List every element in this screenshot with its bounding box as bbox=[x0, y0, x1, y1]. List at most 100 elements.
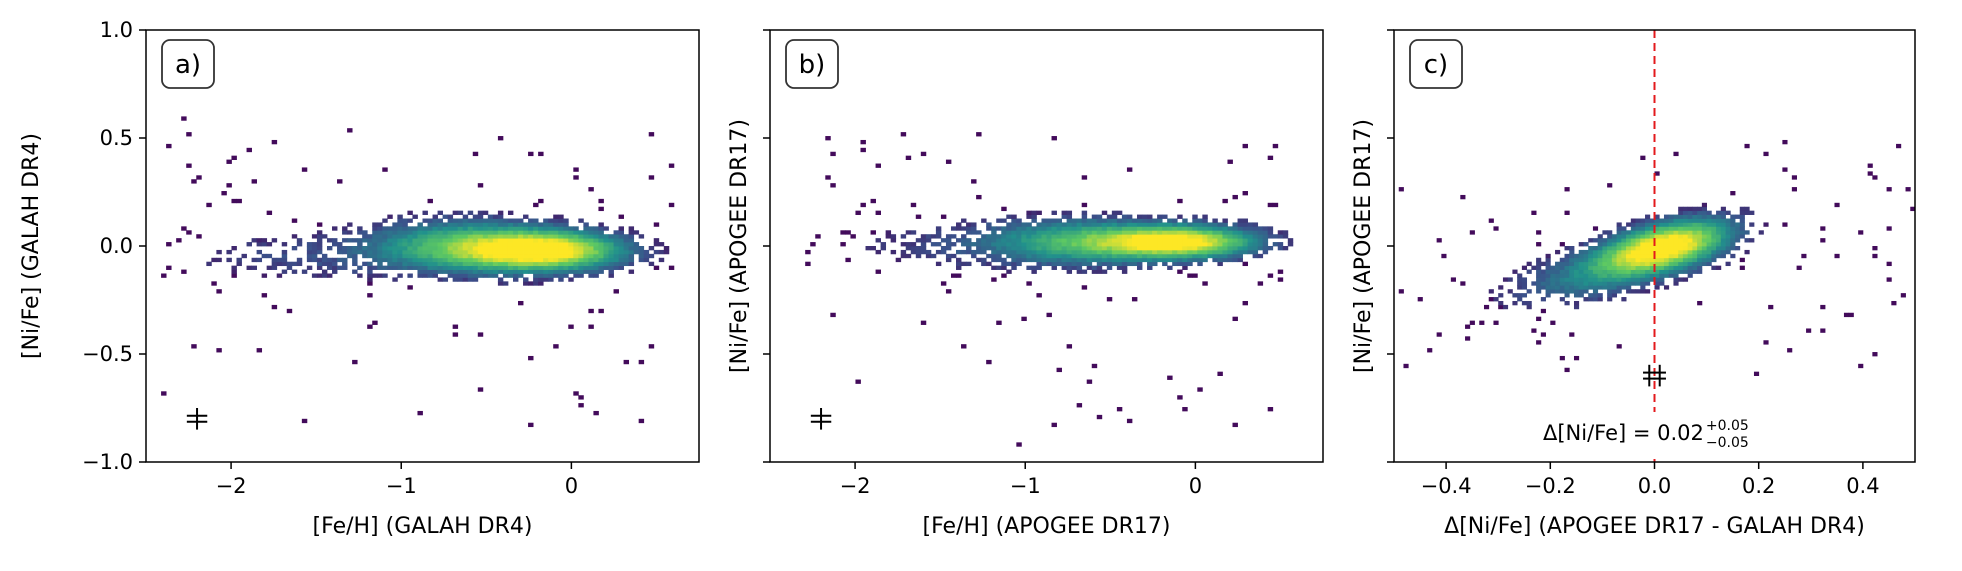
heatmap-cell bbox=[1111, 253, 1118, 259]
heatmap-cell bbox=[472, 273, 479, 278]
heatmap-cell bbox=[1111, 242, 1118, 247]
heatmap-cell bbox=[1192, 238, 1198, 243]
heatmap-cell bbox=[543, 257, 549, 263]
heatmap-cell bbox=[553, 230, 559, 235]
heatmap-cell bbox=[1621, 269, 1627, 274]
heatmap-cell bbox=[1611, 277, 1618, 282]
heatmap-cell bbox=[1450, 277, 1456, 282]
heatmap-cell bbox=[1559, 285, 1565, 290]
heatmap-cell bbox=[538, 234, 544, 239]
heatmap-cell bbox=[1611, 249, 1618, 255]
heatmap-cell bbox=[598, 257, 604, 263]
heatmap-cell bbox=[432, 226, 438, 231]
heatmap-cell bbox=[1621, 242, 1627, 247]
heatmap-cell bbox=[648, 132, 655, 137]
heatmap-cell bbox=[1001, 234, 1007, 239]
heatmap-cell bbox=[1091, 230, 1098, 235]
heatmap-cell bbox=[1682, 261, 1689, 267]
heatmap-cell bbox=[457, 218, 464, 223]
heatmap-cell bbox=[462, 226, 469, 231]
heatmap-cell bbox=[1071, 246, 1078, 251]
heatmap-cell bbox=[1493, 226, 1499, 231]
heatmap-cell bbox=[467, 246, 474, 251]
heatmap-cell bbox=[1706, 238, 1712, 243]
heatmap-cell bbox=[1588, 246, 1594, 251]
heatmap-cell bbox=[1076, 249, 1083, 255]
heatmap-cell bbox=[337, 257, 343, 263]
heatmap-cell bbox=[568, 257, 574, 263]
heatmap-cell bbox=[1232, 242, 1238, 247]
heatmap-cell bbox=[563, 257, 569, 263]
heatmap-cell bbox=[432, 230, 438, 235]
heatmap-cell bbox=[1076, 265, 1083, 270]
heatmap-cell bbox=[1716, 238, 1722, 243]
heatmap-cell bbox=[870, 246, 876, 251]
heatmap-cell bbox=[1096, 253, 1103, 259]
heatmap-cell bbox=[583, 226, 589, 231]
heatmap-cell bbox=[337, 179, 343, 184]
heatmap-cell bbox=[548, 230, 554, 235]
heatmap-cell bbox=[1630, 238, 1636, 243]
heatmap-cell bbox=[1046, 226, 1052, 231]
heatmap-cell bbox=[548, 253, 554, 259]
heatmap-cell bbox=[1086, 261, 1093, 267]
heatmap-cell bbox=[1026, 265, 1032, 270]
heatmap-cell bbox=[1791, 175, 1797, 180]
heatmap-cell bbox=[1061, 246, 1068, 251]
heatmap-cell bbox=[1697, 222, 1703, 227]
heatmap-cell bbox=[568, 277, 574, 282]
heatmap-cell bbox=[1720, 230, 1726, 235]
heatmap-cell bbox=[251, 257, 257, 263]
heatmap-cell bbox=[392, 222, 398, 227]
heatmap-cell bbox=[1578, 273, 1584, 278]
heatmap-cell bbox=[1252, 222, 1259, 227]
heatmap-cell bbox=[392, 249, 398, 255]
heatmap-cell bbox=[1725, 218, 1731, 223]
heatmap-cell bbox=[523, 249, 529, 255]
heatmap-cell bbox=[1061, 238, 1068, 243]
heatmap-cell bbox=[352, 246, 358, 251]
panel-label: b) bbox=[799, 50, 826, 80]
heatmap-cell bbox=[1687, 257, 1693, 263]
heatmap-cell bbox=[588, 249, 594, 255]
heatmap-cell bbox=[578, 269, 584, 274]
heatmap-cell bbox=[628, 253, 635, 259]
heatmap-cell bbox=[447, 238, 454, 243]
heatmap-cell bbox=[598, 206, 604, 212]
heatmap-cell bbox=[1111, 238, 1118, 243]
heatmap-cell bbox=[855, 379, 861, 384]
heatmap-cell bbox=[1872, 175, 1878, 180]
heatmap-cell bbox=[316, 261, 323, 267]
heatmap-cell bbox=[956, 226, 962, 231]
heatmap-cell bbox=[1202, 218, 1208, 223]
heatmap-cell bbox=[417, 234, 423, 239]
heatmap-cell bbox=[1172, 253, 1178, 259]
heatmap-cell bbox=[502, 238, 509, 243]
heatmap-cell bbox=[1222, 253, 1228, 259]
heatmap-cell bbox=[1257, 253, 1264, 259]
heatmap-cell bbox=[1517, 297, 1523, 302]
heatmap-cell bbox=[507, 222, 514, 227]
heatmap-cell bbox=[573, 265, 579, 270]
heatmap-cell bbox=[553, 257, 559, 263]
heatmap-cell bbox=[583, 242, 589, 247]
heatmap-cell bbox=[935, 249, 942, 255]
heatmap-cell bbox=[1739, 226, 1745, 231]
heatmap-cell bbox=[432, 249, 438, 255]
heatmap-cell bbox=[472, 218, 479, 223]
heatmap-cell bbox=[996, 253, 1002, 259]
heatmap-cell bbox=[1277, 269, 1284, 274]
heatmap-cell bbox=[845, 257, 851, 263]
heatmap-cell bbox=[1744, 210, 1750, 215]
heatmap-cell bbox=[1051, 249, 1057, 255]
heatmap-cell bbox=[523, 242, 529, 247]
heatmap-cell bbox=[1227, 257, 1233, 263]
heatmap-cell bbox=[332, 265, 338, 270]
heatmap-cell bbox=[1242, 143, 1248, 149]
heatmap-cell bbox=[1602, 285, 1608, 290]
heatmap-cell bbox=[316, 257, 323, 263]
heatmap-cell bbox=[608, 273, 614, 278]
heatmap-cell bbox=[1583, 242, 1589, 247]
heatmap-cell bbox=[553, 242, 559, 247]
heatmap-cell bbox=[971, 249, 977, 255]
